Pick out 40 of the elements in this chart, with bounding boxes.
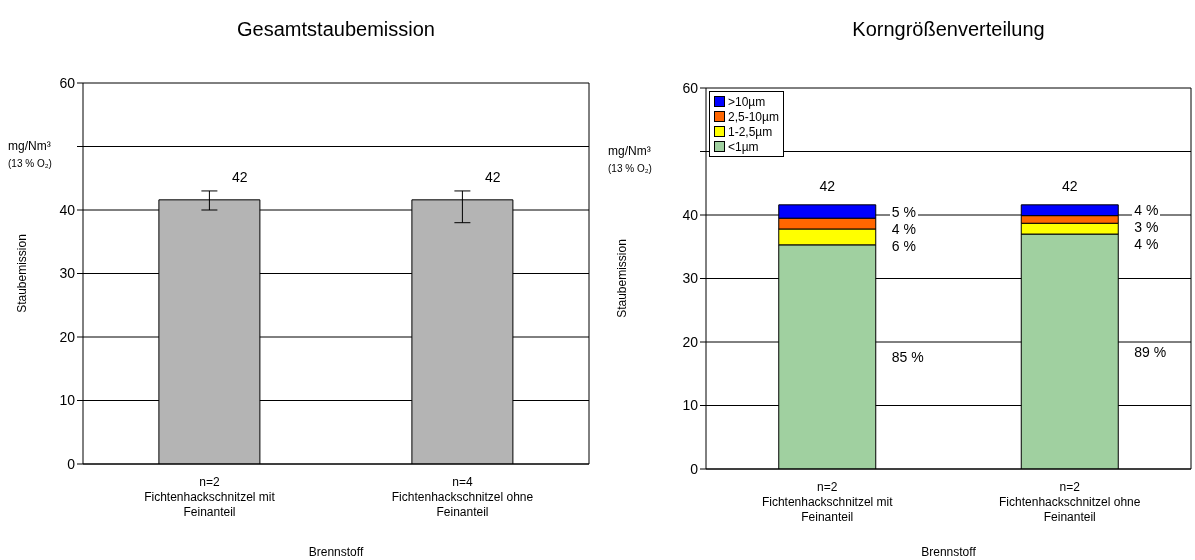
x-tick-label: n=2 Fichtenhackschnitzel ohne Feinanteil	[999, 480, 1141, 524]
total-label: 42	[1061, 177, 1078, 194]
y-axis-title: Staubemission	[615, 239, 630, 318]
annotation: 6 %	[889, 236, 918, 255]
y-tick-label: 20	[682, 333, 699, 350]
text: mg/Nm³ (13 % O₂)	[8, 137, 52, 171]
annotation: 4 %	[889, 219, 918, 238]
legend-label: 2,5-10µm	[728, 109, 779, 124]
legend-label: 1-2,5µm	[728, 124, 773, 139]
x-tick-label: n=2 Fichtenhackschnitzel mit Feinanteil	[144, 475, 276, 519]
annotation: 4 %	[1132, 235, 1161, 254]
x-tick-label: n=4 Fichtenhackschnitzel ohne Feinanteil	[391, 475, 534, 519]
y-tick-label: 0	[690, 460, 699, 477]
legend-label: >10µm	[728, 94, 766, 109]
data-label: 42	[231, 168, 248, 185]
annotation: 3 %	[1132, 218, 1161, 237]
annotation: 5 %	[889, 202, 918, 221]
y-tick-label: 0	[67, 455, 76, 472]
y-tick-label: 10	[682, 397, 699, 414]
y-tick-label: 40	[59, 201, 76, 218]
y-tick-label: 30	[59, 265, 76, 282]
text: mg/Nm³ (13 % O₂)	[608, 142, 652, 176]
annotation: 85 %	[889, 347, 926, 366]
y-tick-label: 20	[59, 328, 76, 345]
x-axis-title: Brennstoff	[308, 545, 364, 559]
y-tick-label: 60	[682, 79, 699, 96]
x-axis-title: Brennstoff	[921, 545, 977, 559]
annotation: 4 %	[1132, 201, 1161, 220]
chart-title: Gesamtstaubemission	[236, 18, 436, 41]
y-tick-label: 30	[682, 270, 699, 287]
y-axis-title: Staubemission	[15, 234, 30, 313]
chart-title: Korngrößenverteilung	[851, 18, 1046, 41]
total-label: 42	[819, 177, 836, 194]
y-tick-label: 60	[59, 74, 76, 91]
x-tick-label: n=2 Fichtenhackschnitzel mit Feinanteil	[761, 480, 894, 524]
legend-label: <1µm	[728, 139, 759, 154]
y-tick-label: 10	[59, 392, 76, 409]
data-label: 42	[484, 168, 501, 185]
annotation: 89 %	[1132, 342, 1169, 361]
y-tick-label: 40	[682, 206, 699, 223]
